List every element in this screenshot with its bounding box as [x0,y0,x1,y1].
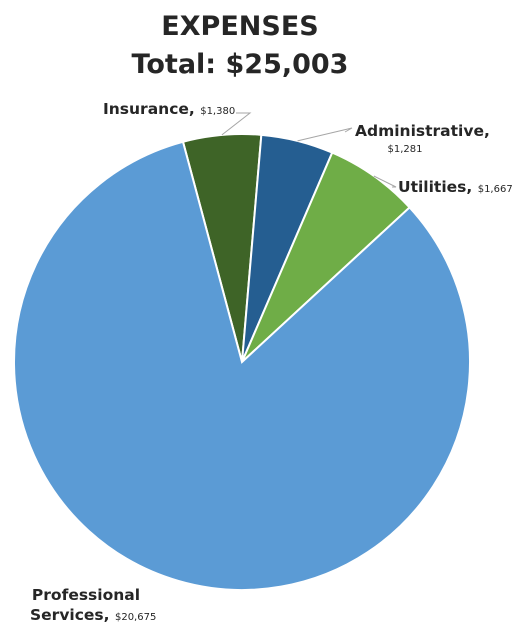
slice-label-value: $1,380 [200,106,235,117]
slice-label-administrative: Administrative, [355,122,490,140]
chart-title-line-2: Total: $25,003 [132,49,349,80]
leader-lines [221,112,397,188]
slice-label-name: Administrative [355,122,484,140]
pie-slices [12,133,471,591]
leader-line-insurance [221,112,252,136]
slice-label-utilities: Utilities, $1,667 [398,178,513,196]
leader-line-administrative [297,127,353,142]
chart-title-line-1: EXPENSES [161,11,318,42]
slice-label-value-administrative: $1,281 [388,144,423,155]
slice-label-professional-line-2: Services, $20,675 [30,606,156,624]
leader-line-utilities [373,175,397,188]
slice-label-insurance: Insurance, $1,380 [103,100,235,118]
slice-label-professional-line-1: Professional [32,586,140,604]
slice-label-name: Insurance [103,100,189,118]
pie-slice-professional-services [12,140,471,591]
slice-label-name: Utilities [398,178,466,196]
slice-label-value: $20,675 [115,612,156,623]
slice-label-value: $1,667 [478,184,513,195]
